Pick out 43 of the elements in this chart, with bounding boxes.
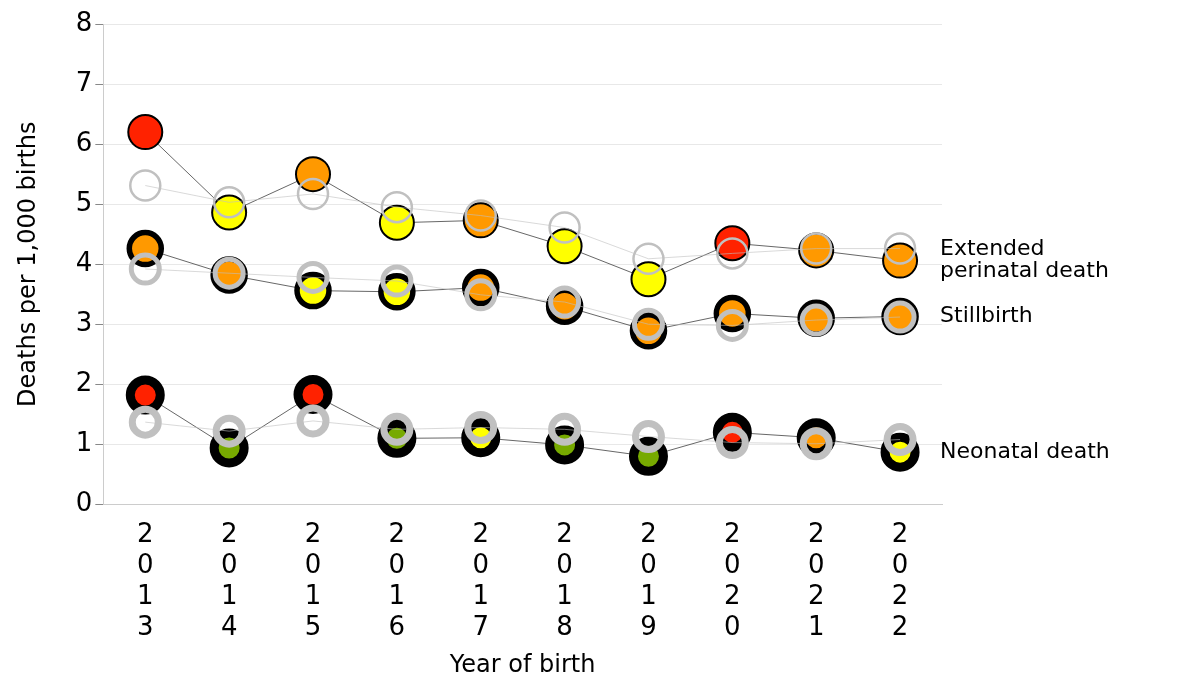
point — [127, 114, 164, 151]
point — [296, 177, 330, 211]
series-label: Neonatal death — [940, 437, 1110, 463]
point — [883, 232, 917, 265]
point — [296, 404, 330, 438]
y-tick-label: 1 — [75, 427, 93, 458]
y-tick-label: 0 — [75, 487, 93, 518]
y-axis-title: Deaths per 1,000 births — [12, 121, 41, 407]
x-tick-label: 2014 — [220, 517, 238, 642]
point — [293, 375, 333, 415]
point — [632, 242, 665, 276]
point — [128, 405, 162, 439]
y-tick-label: 2 — [75, 367, 93, 398]
x-tick-label: 2013 — [137, 517, 154, 642]
x-tick-label: 2020 — [724, 517, 741, 642]
point — [125, 375, 165, 415]
series-label: Extended perinatal death — [940, 235, 1109, 283]
x-axis-title: Year of birth — [448, 649, 596, 678]
point — [630, 261, 667, 298]
point — [129, 169, 162, 202]
y-tick-label: 8 — [75, 6, 93, 37]
series-label: Stillbirth — [940, 302, 1033, 328]
point — [548, 211, 581, 244]
point — [716, 237, 749, 270]
point — [128, 252, 162, 286]
x-tick-label: 2016 — [388, 517, 406, 642]
x-tick-label: 2018 — [556, 517, 573, 642]
x-tick-label: 2015 — [304, 517, 322, 642]
y-tick-label: 7 — [75, 66, 93, 97]
x-tick-label: 2019 — [640, 517, 657, 642]
y-tick-label: 3 — [75, 307, 93, 337]
point — [380, 264, 414, 298]
point — [631, 420, 665, 454]
point — [546, 228, 583, 265]
y-tick-label: 4 — [75, 246, 93, 277]
point — [212, 186, 246, 219]
x-tick-label: 2022 — [891, 517, 909, 642]
x-tick-label: 2017 — [472, 517, 490, 642]
point — [380, 190, 414, 224]
point — [464, 199, 497, 232]
y-tick-label: 6 — [75, 126, 93, 157]
y-tick-label: 5 — [75, 186, 93, 217]
x-tick-label: 2021 — [807, 517, 825, 642]
